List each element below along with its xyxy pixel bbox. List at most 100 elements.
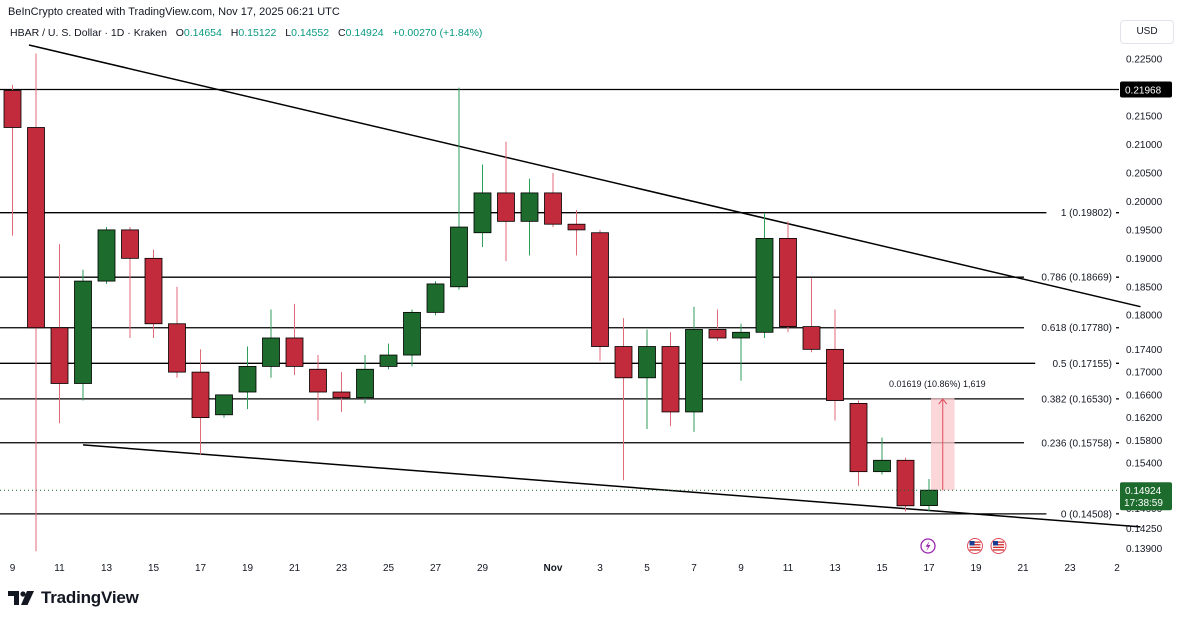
- candle[interactable]: [97, 227, 116, 284]
- candle[interactable]: [191, 349, 210, 455]
- x-tick-label: Nov: [544, 563, 563, 574]
- candle[interactable]: [732, 323, 750, 381]
- us-flag-icon[interactable]: [967, 538, 983, 554]
- candle[interactable]: [238, 346, 257, 410]
- candle[interactable]: [755, 212, 774, 338]
- candle[interactable]: [3, 84, 22, 236]
- x-tick-label: 7: [691, 563, 697, 574]
- fib-label-bg: [1046, 205, 1116, 219]
- fib-label-bg: [1024, 391, 1116, 405]
- candle-body: [920, 489, 938, 506]
- candle[interactable]: [849, 400, 868, 486]
- x-tick-label: 2: [1114, 563, 1120, 574]
- candle[interactable]: [403, 309, 421, 367]
- x-tick-label: 21: [1017, 563, 1029, 574]
- candle[interactable]: [50, 244, 69, 424]
- candle-body: [755, 238, 774, 333]
- change-value: +0.00270 (+1.84%): [392, 27, 483, 39]
- candle-body: [779, 238, 797, 328]
- candle[interactable]: [638, 329, 656, 429]
- candle[interactable]: [896, 457, 915, 512]
- x-tick-label: 3: [597, 563, 603, 574]
- current-price-text: 0.14924: [1125, 486, 1162, 497]
- candle[interactable]: [356, 355, 374, 404]
- x-tick-label: 23: [336, 563, 348, 574]
- candle-body: [379, 354, 398, 367]
- currency-button[interactable]: USD: [1120, 20, 1174, 44]
- low-value: 0.14552: [291, 27, 330, 39]
- y-tick-label: 0.16600: [1126, 390, 1163, 401]
- x-tick-label: 19: [242, 563, 254, 574]
- candle[interactable]: [473, 164, 492, 247]
- trendline[interactable]: [82, 444, 1141, 528]
- candle[interactable]: [873, 437, 891, 475]
- y-tick-label: 0.17400: [1126, 345, 1163, 356]
- candle[interactable]: [920, 478, 938, 512]
- candle-body: [497, 192, 515, 222]
- candle-body: [3, 90, 22, 128]
- candle[interactable]: [685, 306, 703, 432]
- trendline[interactable]: [28, 44, 1141, 308]
- brand-name: TradingView: [41, 588, 139, 607]
- flag-ring: [967, 538, 983, 554]
- candle-body: [708, 329, 727, 339]
- x-tick-label: 27: [430, 563, 442, 574]
- symbol-name[interactable]: HBAR / U. S. Dollar · 1D · Kraken: [10, 27, 167, 39]
- candle[interactable]: [567, 209, 586, 256]
- candle[interactable]: [262, 309, 280, 378]
- candle-body: [168, 323, 186, 373]
- candle[interactable]: [661, 332, 680, 427]
- candle[interactable]: [332, 372, 351, 412]
- close-label: C: [338, 27, 346, 39]
- x-tick-label: 9: [738, 563, 744, 574]
- candle-body: [191, 371, 210, 419]
- fib-label-bg: [1024, 320, 1116, 334]
- candle[interactable]: [309, 355, 327, 421]
- candle[interactable]: [614, 318, 633, 481]
- measure-label: 0.01619 (10.86%) 1,619: [889, 379, 986, 389]
- candle-body: [591, 232, 609, 347]
- candle[interactable]: [215, 394, 233, 418]
- candle[interactable]: [74, 269, 92, 401]
- candle[interactable]: [544, 173, 562, 228]
- open-value: 0.14654: [183, 27, 222, 39]
- candle-body: [97, 229, 116, 282]
- top-level-price-tag: [1120, 81, 1172, 98]
- candle[interactable]: [379, 343, 398, 370]
- flag-stripe: [969, 546, 981, 548]
- candle[interactable]: [144, 249, 163, 338]
- flag-stripe: [969, 541, 981, 543]
- candle[interactable]: [426, 281, 445, 316]
- candle[interactable]: [520, 178, 539, 256]
- x-tick-label: 17: [195, 563, 207, 574]
- low-label: L: [285, 27, 292, 39]
- candle[interactable]: [285, 303, 304, 375]
- top-level-price-text: 0.21968: [1125, 85, 1162, 96]
- candle[interactable]: [779, 221, 797, 333]
- lightning-icon[interactable]: [920, 538, 936, 554]
- x-tick-label: 15: [148, 563, 160, 574]
- candle[interactable]: [450, 87, 468, 290]
- us-flag-icon[interactable]: [990, 538, 1007, 554]
- candle[interactable]: [168, 286, 186, 378]
- fib-level-label: 0.618 (0.17780): [1041, 323, 1112, 334]
- candle[interactable]: [826, 309, 844, 421]
- x-tick-label: 23: [1064, 563, 1076, 574]
- candle[interactable]: [591, 229, 609, 361]
- candle[interactable]: [497, 141, 515, 262]
- y-tick-label: 0.18500: [1126, 282, 1163, 293]
- countdown-text: 17:38:59: [1124, 498, 1163, 509]
- y-tick-label: 0.15800: [1126, 436, 1163, 447]
- candle[interactable]: [27, 53, 45, 552]
- candle[interactable]: [121, 227, 139, 338]
- candle[interactable]: [708, 309, 727, 341]
- candle[interactable]: [802, 278, 821, 353]
- x-tick-label: 21: [289, 563, 301, 574]
- candle-body: [896, 459, 915, 507]
- candle-body: [215, 394, 233, 416]
- x-tick-label: 25: [383, 563, 395, 574]
- y-tick-label: 0.19500: [1126, 225, 1163, 236]
- y-tick-label: 0.18000: [1126, 311, 1163, 322]
- flag-canton: [993, 541, 998, 546]
